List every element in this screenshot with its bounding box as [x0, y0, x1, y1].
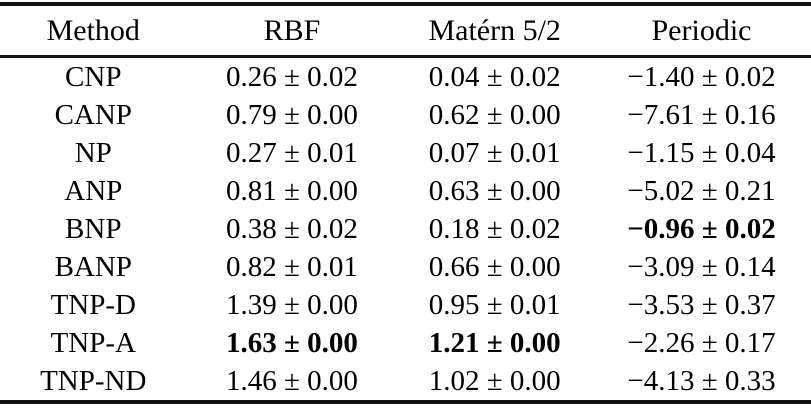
table-row: ANP 0.81 ± 0.00 0.63 ± 0.00 −5.02 ± 0.21: [0, 172, 811, 210]
value-cell: 0.79 ± 0.00: [225, 98, 358, 131]
value-cell: −2.26 ± 0.17: [627, 326, 776, 359]
column-header-matern: Matérn 5/2: [397, 4, 592, 58]
value-cell: −5.02 ± 0.21: [627, 174, 776, 207]
column-header-method: Method: [0, 4, 187, 58]
value-cell: −1.15 ± 0.04: [627, 136, 776, 169]
value-cell: 0.07 ± 0.01: [428, 136, 561, 169]
value-cell: 1.46 ± 0.00: [225, 364, 358, 397]
method-cell: CANP: [54, 98, 132, 131]
column-header-rbf: RBF: [186, 4, 398, 58]
value-cell: −0.96 ± 0.02: [627, 212, 776, 245]
table-row: CANP 0.79 ± 0.00 0.62 ± 0.00 −7.61 ± 0.16: [0, 96, 811, 134]
table-row: CNP 0.26 ± 0.02 0.04 ± 0.02 −1.40 ± 0.02: [0, 57, 811, 97]
table-row: BNP 0.38 ± 0.02 0.18 ± 0.02 −0.96 ± 0.02: [0, 210, 811, 248]
table-row: TNP-A 1.63 ± 0.00 1.21 ± 0.00 −2.26 ± 0.17: [0, 324, 811, 362]
column-header-periodic: Periodic: [592, 4, 811, 58]
value-cell: −7.61 ± 0.16: [627, 98, 776, 131]
table-header: Method RBF Matérn 5/2 Periodic: [0, 4, 811, 58]
value-cell: 0.04 ± 0.02: [428, 60, 561, 93]
value-cell: −3.09 ± 0.14: [627, 250, 776, 283]
header-row: Method RBF Matérn 5/2 Periodic: [0, 4, 811, 58]
value-cell: 0.38 ± 0.02: [225, 212, 358, 245]
value-cell: 0.81 ± 0.00: [225, 174, 358, 207]
method-cell: BANP: [54, 250, 132, 283]
value-cell: −3.53 ± 0.37: [627, 288, 776, 321]
value-cell: 1.39 ± 0.00: [225, 288, 358, 321]
method-cell: NP: [74, 136, 112, 169]
value-cell: 1.63 ± 0.00: [225, 326, 358, 359]
value-cell: 1.02 ± 0.00: [428, 364, 561, 397]
method-cell: TNP-D: [50, 288, 136, 321]
table-row: BANP 0.82 ± 0.01 0.66 ± 0.00 −3.09 ± 0.14: [0, 248, 811, 286]
table-body: CNP 0.26 ± 0.02 0.04 ± 0.02 −1.40 ± 0.02 CAN…: [0, 57, 811, 403]
value-cell: −4.13 ± 0.33: [627, 364, 776, 397]
method-cell: ANP: [64, 174, 123, 207]
value-cell: −1.40 ± 0.02: [627, 60, 776, 93]
value-cell: 0.66 ± 0.00: [428, 250, 561, 283]
method-cell: TNP-A: [50, 326, 136, 359]
results-table: Method RBF Matérn 5/2 Periodic CNP 0.26 ±…: [0, 2, 811, 404]
value-cell: 1.21 ± 0.00: [428, 326, 561, 359]
table-row: NP 0.27 ± 0.01 0.07 ± 0.01 −1.15 ± 0.04: [0, 134, 811, 172]
value-cell: 0.27 ± 0.01: [225, 136, 358, 169]
value-cell: 0.63 ± 0.00: [428, 174, 561, 207]
method-cell: TNP-ND: [40, 364, 147, 397]
table-row: TNP-D 1.39 ± 0.00 0.95 ± 0.01 −3.53 ± 0.37: [0, 286, 811, 324]
value-cell: 0.26 ± 0.02: [225, 60, 358, 93]
value-cell: 0.18 ± 0.02: [428, 212, 561, 245]
table-row: TNP-ND 1.46 ± 0.00 1.02 ± 0.00 −4.13 ± 0.33: [0, 362, 811, 402]
value-cell: 0.62 ± 0.00: [428, 98, 561, 131]
value-cell: 0.95 ± 0.01: [428, 288, 561, 321]
method-cell: BNP: [65, 212, 122, 245]
method-cell: CNP: [65, 60, 122, 93]
value-cell: 0.82 ± 0.01: [225, 250, 358, 283]
